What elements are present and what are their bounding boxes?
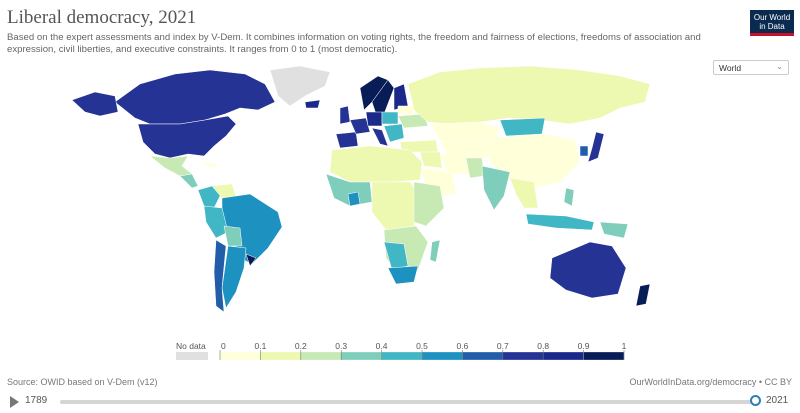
legend-tick-label: 1 [622, 341, 627, 351]
logo-line-1: Our World [753, 13, 791, 22]
country-belarus [397, 105, 415, 115]
legend-bin [543, 351, 584, 361]
legend-bin [462, 351, 503, 361]
legend-bin [260, 351, 301, 361]
country-france [349, 117, 371, 135]
country-japan [587, 131, 605, 163]
country-uk [339, 105, 351, 125]
country-north-africa [329, 145, 423, 183]
country-madagascar [429, 239, 441, 263]
owid-logo[interactable]: Our World in Data [750, 10, 794, 36]
legend-tick-label: 0.1 [254, 341, 266, 351]
legend-tick-label: 0.8 [537, 341, 549, 351]
legend-bin [219, 351, 261, 361]
country-balkans [383, 123, 405, 143]
region-select-value: World [719, 63, 742, 73]
legend-tick-label: 0.9 [578, 341, 590, 351]
legend-tick-label: 0.3 [335, 341, 347, 351]
chevron-down-icon: ⌄ [776, 62, 783, 71]
source-note: Source: OWID based on V-Dem (v12) [7, 377, 158, 387]
country-chile [213, 239, 227, 313]
legend-bin [341, 351, 382, 361]
timeline-end-year: 2021 [766, 395, 789, 406]
country-germany [365, 111, 383, 127]
country-canada [114, 69, 276, 125]
country-iraq-syria [419, 151, 443, 169]
country-argentina [221, 245, 247, 309]
country-east-africa [413, 181, 445, 227]
legend-bin [502, 351, 544, 361]
country-se-asia [509, 177, 539, 209]
country-india [481, 165, 511, 211]
country-cuba [199, 161, 219, 169]
country-ukraine [397, 113, 429, 129]
country-papua-new-guinea [599, 221, 629, 239]
country-uruguay [245, 253, 257, 267]
play-icon[interactable] [10, 396, 19, 408]
country-indonesia [525, 213, 595, 231]
color-legend: No data 0 0.1 0.2 0.3 0.4 0.5 0.6 0.7 0.8 0.9 1 [176, 341, 627, 361]
legend-tick-label: 0 [221, 341, 226, 351]
credit-link[interactable]: OurWorldInData.org/democracy • CC BY [629, 377, 792, 387]
legend-tick-label: 0.5 [416, 341, 428, 351]
legend-bin [583, 351, 625, 361]
country-namibia-botswana [383, 241, 409, 271]
legend-bins [219, 351, 625, 361]
country-greenland [269, 65, 331, 107]
country-italy [371, 127, 389, 147]
country-iceland [304, 99, 321, 109]
logo-line-2: in Data [759, 22, 785, 31]
country-new-zealand [635, 283, 651, 307]
country-philippines [563, 187, 575, 207]
legend-bin [381, 351, 423, 361]
country-russia [407, 65, 651, 125]
world-map[interactable] [0, 62, 800, 337]
country-pakistan [465, 157, 485, 179]
legend-tick-label: 0.6 [456, 341, 468, 351]
country-usa [137, 115, 237, 159]
country-central-america [179, 173, 199, 189]
legend-bin [421, 351, 463, 361]
country-poland [381, 111, 399, 125]
legend-tick-label: 0.2 [295, 341, 307, 351]
country-bolivia [223, 225, 243, 247]
country-australia [549, 241, 627, 299]
country-china [489, 133, 581, 191]
no-data-label: No data [176, 341, 206, 351]
country-colombia [197, 185, 223, 209]
country-south-africa [387, 265, 419, 285]
legend-ticks: 0 0.1 0.2 0.3 0.4 0.5 0.6 0.7 0.8 0.9 1 [219, 341, 627, 360]
country-mexico [149, 155, 193, 177]
country-ghana [347, 191, 361, 207]
timeline-track[interactable] [60, 400, 753, 404]
country-south-korea [579, 145, 589, 157]
legend-bin [300, 351, 342, 361]
region-select[interactable]: World ⌄ [713, 60, 789, 75]
timeline[interactable]: 1789 2021 [0, 392, 800, 413]
legend-tick-label: 0.4 [376, 341, 388, 351]
country-mongolia [499, 117, 546, 137]
country-spain [335, 131, 359, 149]
no-data-swatch [176, 352, 208, 360]
country-alaska [71, 91, 119, 117]
chart-title: Liberal democracy, 2021 [7, 7, 197, 28]
timeline-start-year: 1789 [25, 395, 48, 406]
chart-subtitle: Based on the expert assessments and inde… [7, 32, 701, 55]
timeline-handle[interactable] [750, 395, 761, 406]
legend-tick-label: 0.7 [497, 341, 509, 351]
country-peru [203, 205, 229, 239]
